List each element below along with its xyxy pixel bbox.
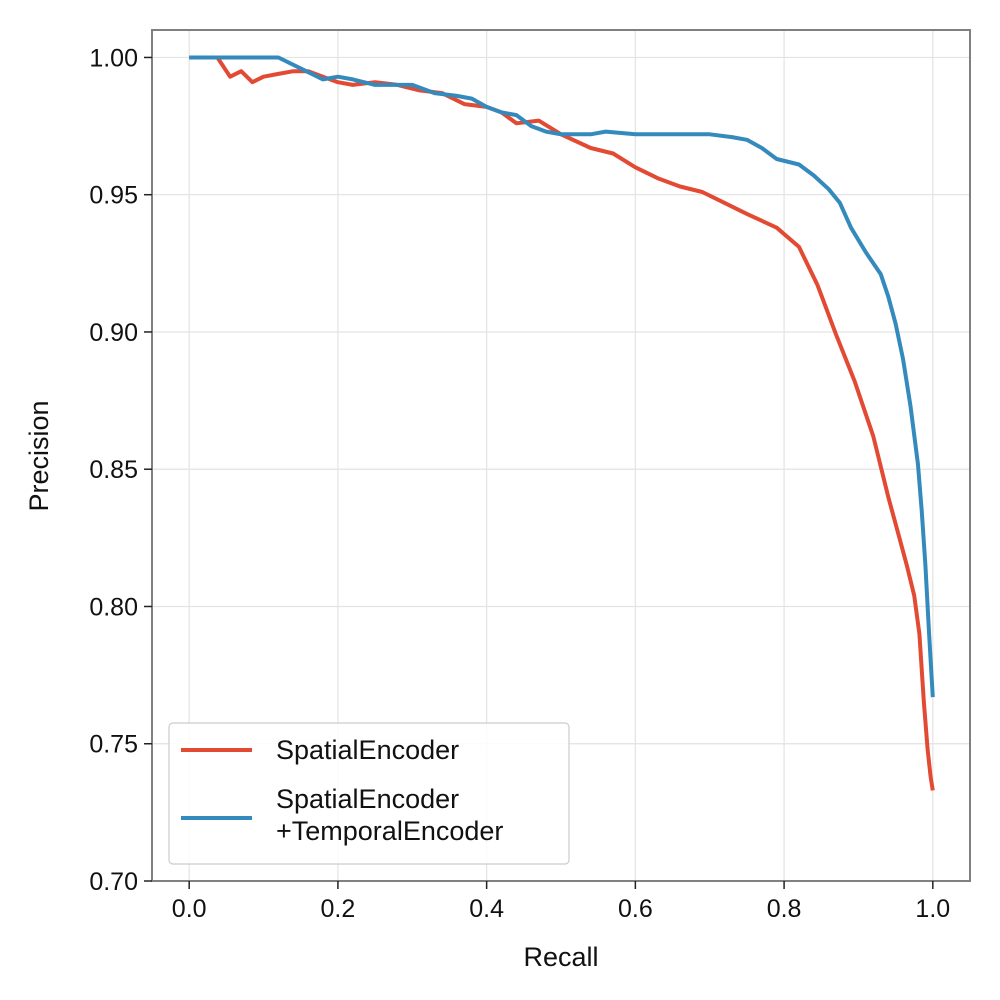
axis-ticks: 0.0 0.2 0.4 0.6 0.8 1.0 0.70 0.75 0.80 0.85 0.90 0.…: [89, 44, 950, 923]
y-tick-label: 0.85: [89, 456, 138, 484]
y-tick-label: 0.75: [89, 731, 138, 759]
legend-label-1: SpatialEncoder +TemporalEncoder: [276, 784, 503, 846]
series-lines: [189, 55, 935, 791]
x-tick-label: 1.0: [915, 895, 950, 923]
series-line-1: [189, 55, 935, 698]
y-tick-label: 0.90: [89, 319, 138, 347]
y-tick-label: 0.95: [89, 182, 138, 210]
x-tick-label: 0.8: [767, 895, 802, 923]
plot-area-frame: [151, 29, 971, 882]
x-tick-label: 0.0: [172, 895, 207, 923]
y-tick-label: 0.70: [89, 868, 138, 896]
x-tick-label: 0.2: [321, 895, 356, 923]
x-tick-label: 0.4: [469, 895, 504, 923]
legend: SpatialEncoder SpatialEncoder +TemporalEnc…: [168, 722, 570, 865]
legend-label-0: SpatialEncoder: [276, 735, 459, 765]
legend-box: [168, 722, 570, 865]
x-tick-label: 0.6: [618, 895, 653, 923]
y-tick-label: 0.80: [89, 593, 138, 621]
y-axis-label: Precision: [24, 400, 54, 511]
y-tick-label: 1.00: [89, 44, 138, 72]
series-line-0: [189, 55, 935, 791]
x-axis-label: Recall: [523, 942, 598, 972]
